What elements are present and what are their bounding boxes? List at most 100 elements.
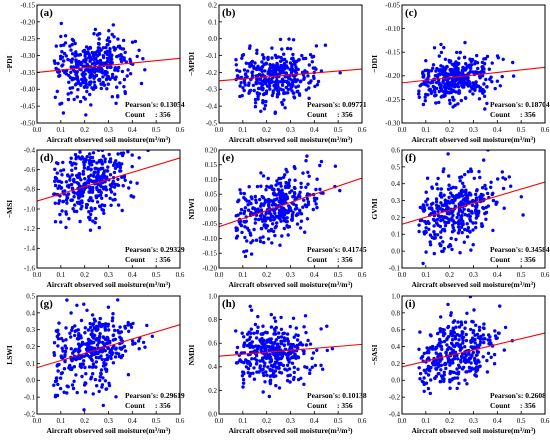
data-point — [434, 367, 438, 371]
data-point — [75, 181, 79, 185]
data-point — [485, 101, 489, 106]
data-point — [86, 68, 90, 72]
x-tick-label: 0.2 — [445, 126, 454, 134]
data-point — [456, 68, 460, 73]
data-point — [438, 327, 442, 331]
data-point — [480, 74, 485, 78]
data-point — [94, 195, 99, 200]
data-point — [286, 374, 290, 378]
data-point — [249, 327, 253, 331]
data-point — [444, 366, 448, 371]
data-point — [91, 336, 96, 340]
data-point — [467, 369, 472, 373]
data-point — [417, 366, 421, 370]
data-point — [452, 228, 456, 233]
data-point — [79, 157, 83, 161]
x-tick-label: 0.6 — [176, 271, 185, 279]
x-tick-label: 0.4 — [128, 271, 137, 279]
scatter-points — [52, 21, 147, 117]
data-point — [256, 86, 261, 91]
data-point — [432, 224, 436, 228]
data-point — [457, 219, 461, 224]
data-point — [431, 217, 436, 222]
data-point — [242, 250, 246, 254]
x-tick-label: 0.2 — [262, 126, 271, 134]
data-point — [464, 332, 468, 337]
data-point — [475, 70, 480, 75]
data-point — [88, 162, 93, 167]
data-point — [292, 191, 297, 195]
data-point — [96, 327, 100, 331]
count-label: Count — [490, 401, 511, 410]
data-point — [73, 349, 77, 353]
data-point — [310, 60, 314, 64]
data-point — [297, 93, 302, 98]
data-point — [116, 44, 121, 49]
y-tick-label: 0.0 — [208, 35, 217, 43]
data-point — [429, 334, 433, 338]
data-point — [260, 64, 265, 69]
data-point — [314, 44, 319, 48]
data-point — [283, 173, 287, 177]
data-point — [239, 81, 243, 85]
data-point — [434, 200, 439, 204]
data-point — [501, 186, 506, 191]
data-point — [98, 375, 103, 379]
x-tick-label: 0.5 — [152, 271, 161, 279]
data-point — [422, 389, 426, 393]
data-point — [103, 157, 107, 161]
data-point — [276, 357, 280, 361]
y-tick-label: -0.25 — [20, 35, 35, 43]
data-point — [333, 164, 338, 168]
data-point — [275, 343, 280, 347]
data-point — [271, 89, 275, 93]
data-point — [285, 196, 290, 201]
data-point — [490, 61, 494, 65]
data-point — [99, 159, 104, 163]
data-point — [417, 223, 421, 227]
data-point — [72, 379, 76, 383]
data-point — [456, 102, 460, 106]
x-tick-label: 0.0 — [215, 126, 224, 134]
data-point — [453, 337, 458, 341]
data-point — [68, 363, 72, 368]
data-point — [449, 313, 453, 317]
data-point — [311, 54, 316, 59]
data-point — [459, 320, 463, 324]
data-point — [100, 196, 104, 200]
data-point — [284, 167, 288, 172]
x-tick-label: 0.1 — [56, 271, 65, 279]
data-point — [244, 249, 249, 253]
x-tick-label: 0.2 — [262, 271, 271, 279]
data-point — [101, 81, 105, 85]
data-point — [296, 346, 300, 350]
data-point — [262, 57, 266, 61]
x-axis-label: Aircraft observed soil moisture(m3/m3) — [411, 280, 536, 289]
data-point — [61, 111, 66, 115]
data-point — [290, 189, 294, 193]
data-point — [280, 68, 285, 72]
data-point — [105, 87, 109, 91]
x-tick-label: 0.4 — [493, 126, 502, 134]
data-point — [72, 97, 76, 102]
data-point — [59, 21, 63, 26]
data-point — [267, 345, 271, 349]
data-point — [110, 95, 115, 99]
data-point — [64, 326, 68, 330]
data-point — [280, 234, 284, 238]
data-point — [451, 79, 455, 83]
data-point — [241, 381, 246, 385]
data-point — [462, 55, 467, 60]
data-point — [119, 53, 123, 57]
data-point — [473, 341, 477, 345]
data-point — [425, 346, 429, 350]
data-point — [262, 223, 266, 227]
data-point — [73, 324, 77, 328]
data-point — [473, 208, 478, 212]
data-point — [443, 332, 447, 336]
data-point — [255, 370, 259, 374]
data-point — [243, 81, 247, 85]
data-point — [116, 329, 120, 333]
data-point — [59, 34, 63, 39]
